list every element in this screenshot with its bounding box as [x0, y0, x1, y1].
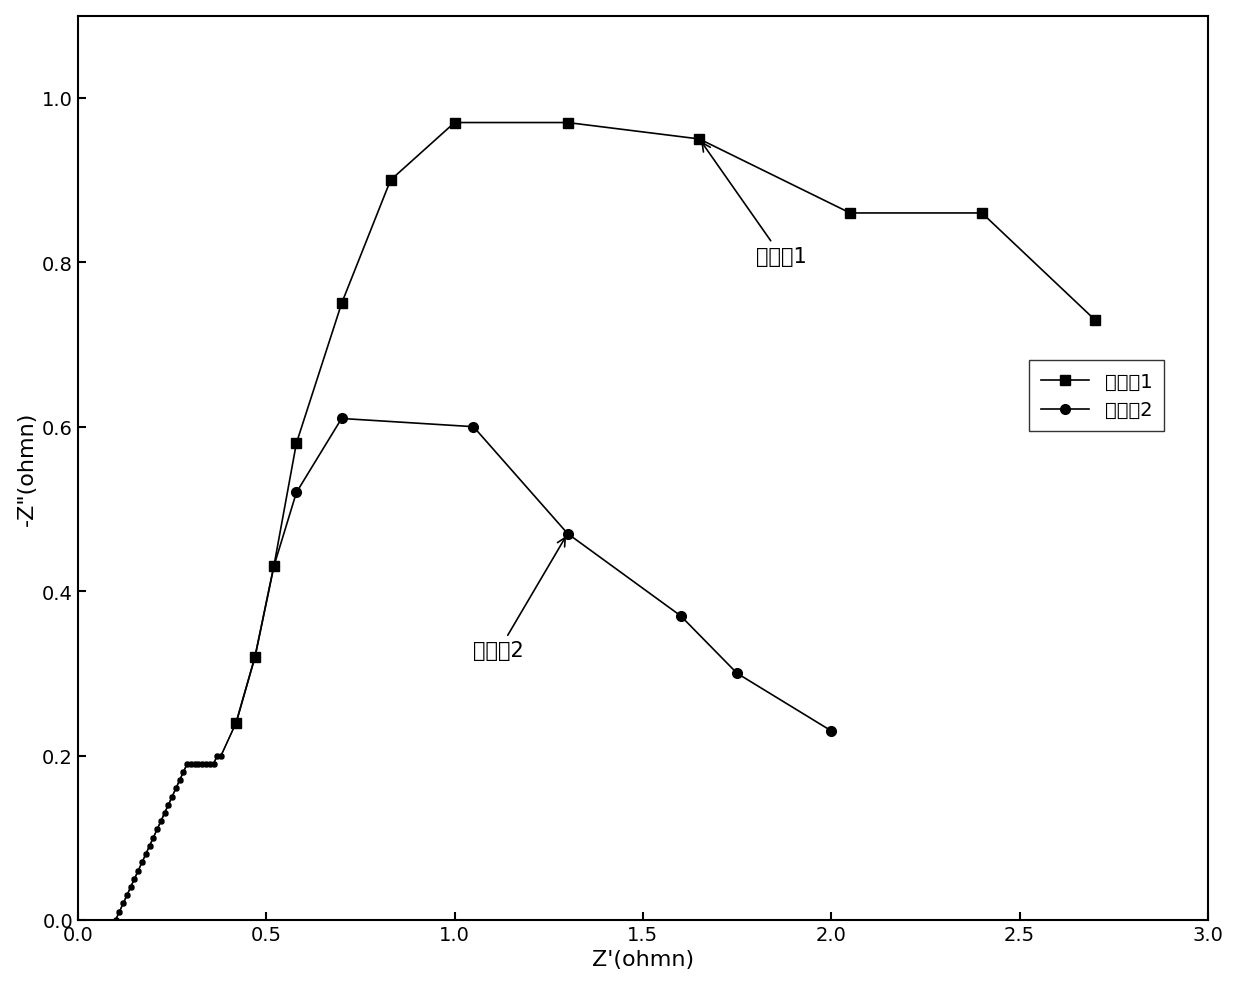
实施例2: [560, 528, 575, 540]
实施例2: [466, 421, 481, 433]
实施例2: [267, 561, 281, 573]
比较例1: [448, 117, 463, 129]
实施例2: [228, 717, 243, 729]
比较例1: [843, 208, 858, 220]
比较例1: [248, 652, 263, 664]
比较例1: [975, 208, 990, 220]
实施例2: [729, 668, 744, 679]
比较例1: [228, 717, 243, 729]
实施例2: [673, 610, 688, 622]
比较例1: [560, 117, 575, 129]
实施例2: [289, 487, 304, 499]
Text: 比较例1: 比较例1: [702, 144, 807, 266]
Text: 实施例2: 实施例2: [474, 538, 565, 661]
实施例2: [248, 652, 263, 664]
比较例1: [289, 438, 304, 450]
Legend: 比较例1, 实施例2: 比较例1, 实施例2: [1029, 361, 1164, 432]
比较例1: [1087, 315, 1102, 326]
X-axis label: Z'(ohmn): Z'(ohmn): [591, 950, 694, 969]
实施例2: [823, 725, 838, 737]
比较例1: [383, 175, 398, 186]
比较例1: [267, 561, 281, 573]
Y-axis label: -Z"(ohmn): -Z"(ohmn): [16, 411, 37, 526]
比较例1: [334, 298, 348, 310]
实施例2: [334, 413, 348, 425]
Line: 比较例1: 比较例1: [232, 118, 1100, 728]
Line: 实施例2: 实施例2: [232, 414, 836, 736]
比较例1: [692, 134, 707, 146]
